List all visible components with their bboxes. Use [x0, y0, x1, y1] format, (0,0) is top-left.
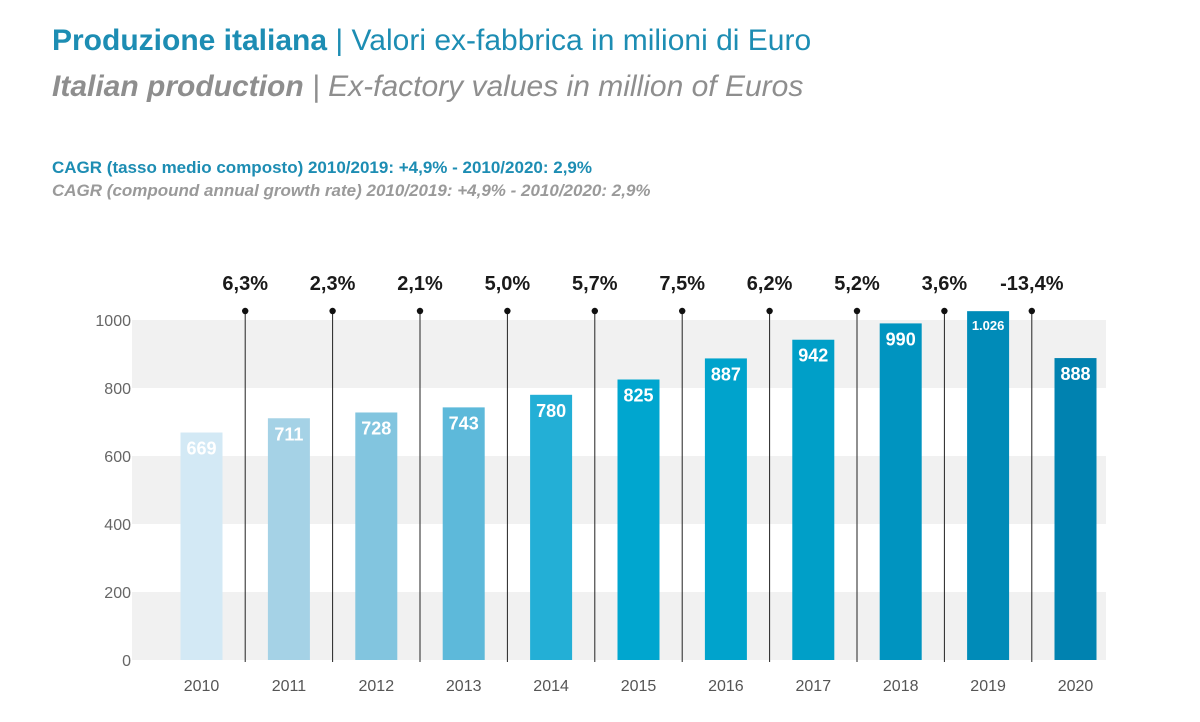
x-tick-label: 2020	[1058, 678, 1094, 695]
cagr-subtitle-it: CAGR (tasso medio composto) 2010/2019: +…	[52, 158, 592, 177]
growth-dot	[591, 307, 598, 315]
bar	[180, 432, 223, 660]
bar-value-label: 780	[536, 401, 566, 421]
title-en-rest: | Ex-factory values in million of Euros	[303, 70, 804, 103]
growth-dot	[679, 307, 686, 315]
growth-label: 6,2%	[747, 273, 793, 295]
title-it-rest: | Valori ex-fabbrica in milioni di Euro	[327, 24, 812, 57]
title-en-bold: Italian production	[52, 70, 304, 103]
growth-label: 3,6%	[922, 273, 968, 295]
bar-value-label: 743	[449, 413, 479, 433]
growth-label: 2,1%	[397, 273, 443, 295]
bar-value-label: 888	[1060, 364, 1090, 384]
bar	[879, 323, 922, 660]
bar-value-label: 711	[274, 424, 303, 444]
growth-label: 6,3%	[222, 273, 268, 295]
bar	[530, 394, 573, 660]
growth-dot	[1028, 307, 1036, 315]
x-tick-label: 2011	[272, 678, 307, 695]
x-tick-label: 2018	[883, 678, 919, 695]
growth-dot	[766, 307, 773, 315]
bar	[617, 379, 660, 660]
bar-value-label: 1.026	[972, 318, 1005, 333]
growth-label: 7,5%	[659, 273, 705, 295]
bar-value-label: 887	[711, 364, 741, 384]
x-tick-label: 2016	[708, 678, 744, 695]
bars: 669 711 728 743 780 825 887 942 990 1.026 888	[180, 311, 1097, 660]
x-tick-label: 2012	[359, 678, 395, 695]
bar	[1054, 358, 1097, 660]
growth-label: 2,3%	[310, 273, 356, 295]
growth-label: 5,0%	[485, 273, 531, 295]
x-axis: 2010 2011 2012 2013 2014 2015 2016 2017 2018 2019…	[184, 678, 1094, 695]
growth-markers: 6,3% 2,3% 2,1% 5,0% 5,7% 7,5% 6,2% 5,2% 3,6% -13,…	[222, 273, 1064, 662]
x-tick-label: 2014	[533, 678, 569, 695]
x-tick-label: 2013	[446, 678, 482, 695]
x-tick-label: 2017	[796, 678, 832, 695]
growth-label: -13,4%	[1000, 273, 1064, 295]
growth-dot	[853, 307, 861, 315]
x-tick-label: 2010	[184, 678, 220, 695]
bar	[967, 311, 1010, 660]
x-tick-label: 2019	[970, 678, 1006, 695]
growth-dot	[416, 307, 424, 315]
x-tick-label: 2015	[621, 678, 657, 695]
bar	[792, 339, 835, 660]
y-tick-label: 200	[104, 585, 131, 602]
y-axis: 0 200 400 600 800 1000	[95, 313, 131, 670]
chart-title-it: Produzione italiana | Valori ex-fabbrica…	[52, 24, 811, 58]
bar-value-label: 990	[886, 329, 916, 349]
bar	[267, 418, 310, 660]
y-tick-label: 800	[104, 381, 131, 398]
grid-band	[132, 320, 1106, 388]
bar-value-label: 825	[623, 386, 653, 406]
y-tick-label: 600	[104, 449, 131, 466]
bar-value-label: 728	[361, 418, 391, 438]
bar	[704, 358, 747, 660]
growth-dot	[242, 307, 249, 315]
y-tick-label: 400	[104, 517, 131, 534]
growth-dot	[941, 307, 948, 315]
bar-value-label: 669	[186, 439, 216, 459]
growth-label: 5,2%	[834, 273, 880, 295]
y-tick-label: 1000	[95, 313, 131, 330]
bar-value-label: 942	[798, 346, 828, 366]
bar	[442, 407, 485, 660]
growth-dot	[329, 307, 336, 315]
cagr-subtitle-en: CAGR (compound annual growth rate) 2010/…	[52, 181, 651, 200]
title-it-bold: Produzione italiana	[52, 24, 328, 57]
bar	[355, 412, 398, 660]
chart-title-en: Italian production | Ex-factory values i…	[52, 70, 803, 104]
growth-dot	[504, 307, 511, 315]
growth-label: 5,7%	[572, 273, 618, 295]
y-tick-label: 0	[122, 653, 131, 670]
